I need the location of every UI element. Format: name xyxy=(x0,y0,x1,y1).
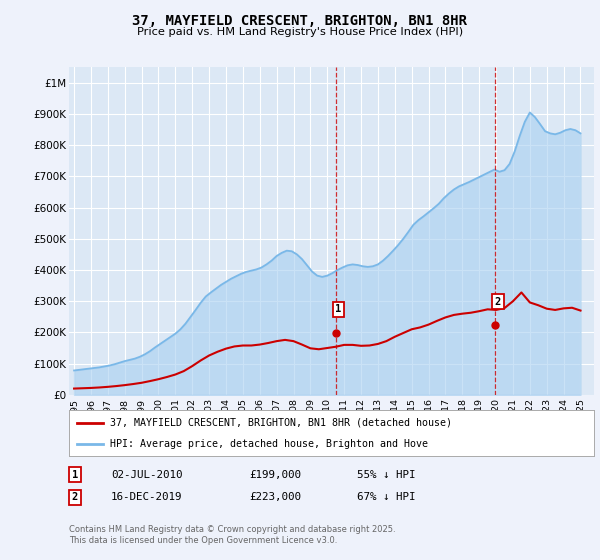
Text: 67% ↓ HPI: 67% ↓ HPI xyxy=(357,492,415,502)
Text: 02-JUL-2010: 02-JUL-2010 xyxy=(111,470,182,480)
Text: Contains HM Land Registry data © Crown copyright and database right 2025.
This d: Contains HM Land Registry data © Crown c… xyxy=(69,525,395,545)
Text: 55% ↓ HPI: 55% ↓ HPI xyxy=(357,470,415,480)
Text: 16-DEC-2019: 16-DEC-2019 xyxy=(111,492,182,502)
Text: 37, MAYFIELD CRESCENT, BRIGHTON, BN1 8HR: 37, MAYFIELD CRESCENT, BRIGHTON, BN1 8HR xyxy=(133,14,467,28)
Text: Price paid vs. HM Land Registry's House Price Index (HPI): Price paid vs. HM Land Registry's House … xyxy=(137,27,463,37)
Text: £223,000: £223,000 xyxy=(249,492,301,502)
Text: 2: 2 xyxy=(72,492,78,502)
Text: 37, MAYFIELD CRESCENT, BRIGHTON, BN1 8HR (detached house): 37, MAYFIELD CRESCENT, BRIGHTON, BN1 8HR… xyxy=(110,418,452,428)
Text: 1: 1 xyxy=(335,304,341,314)
Text: HPI: Average price, detached house, Brighton and Hove: HPI: Average price, detached house, Brig… xyxy=(110,439,428,449)
Text: £199,000: £199,000 xyxy=(249,470,301,480)
Text: 2: 2 xyxy=(495,297,501,307)
Text: 1: 1 xyxy=(72,470,78,480)
